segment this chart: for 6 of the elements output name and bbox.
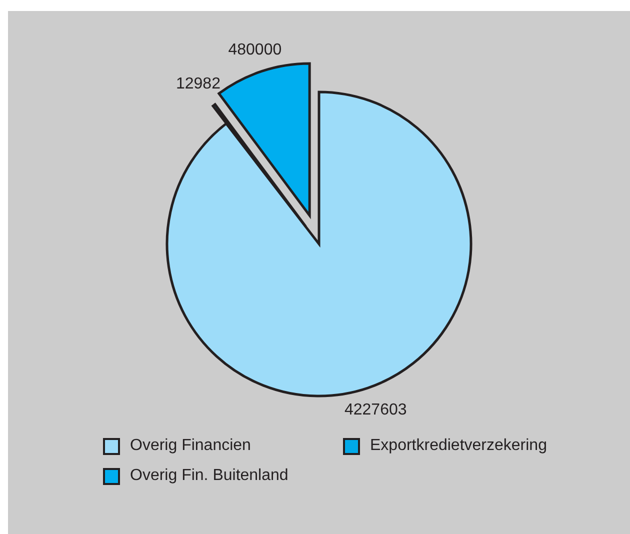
legend-label: Overig Fin. Buitenland [130,467,288,485]
data-label: 4227603 [344,402,407,419]
data-label: 480000 [228,42,282,59]
legend-label: Overig Financien [130,437,251,455]
legend-label: Exportkredietverzekering [370,437,547,455]
data-label: 12982 [176,76,221,93]
